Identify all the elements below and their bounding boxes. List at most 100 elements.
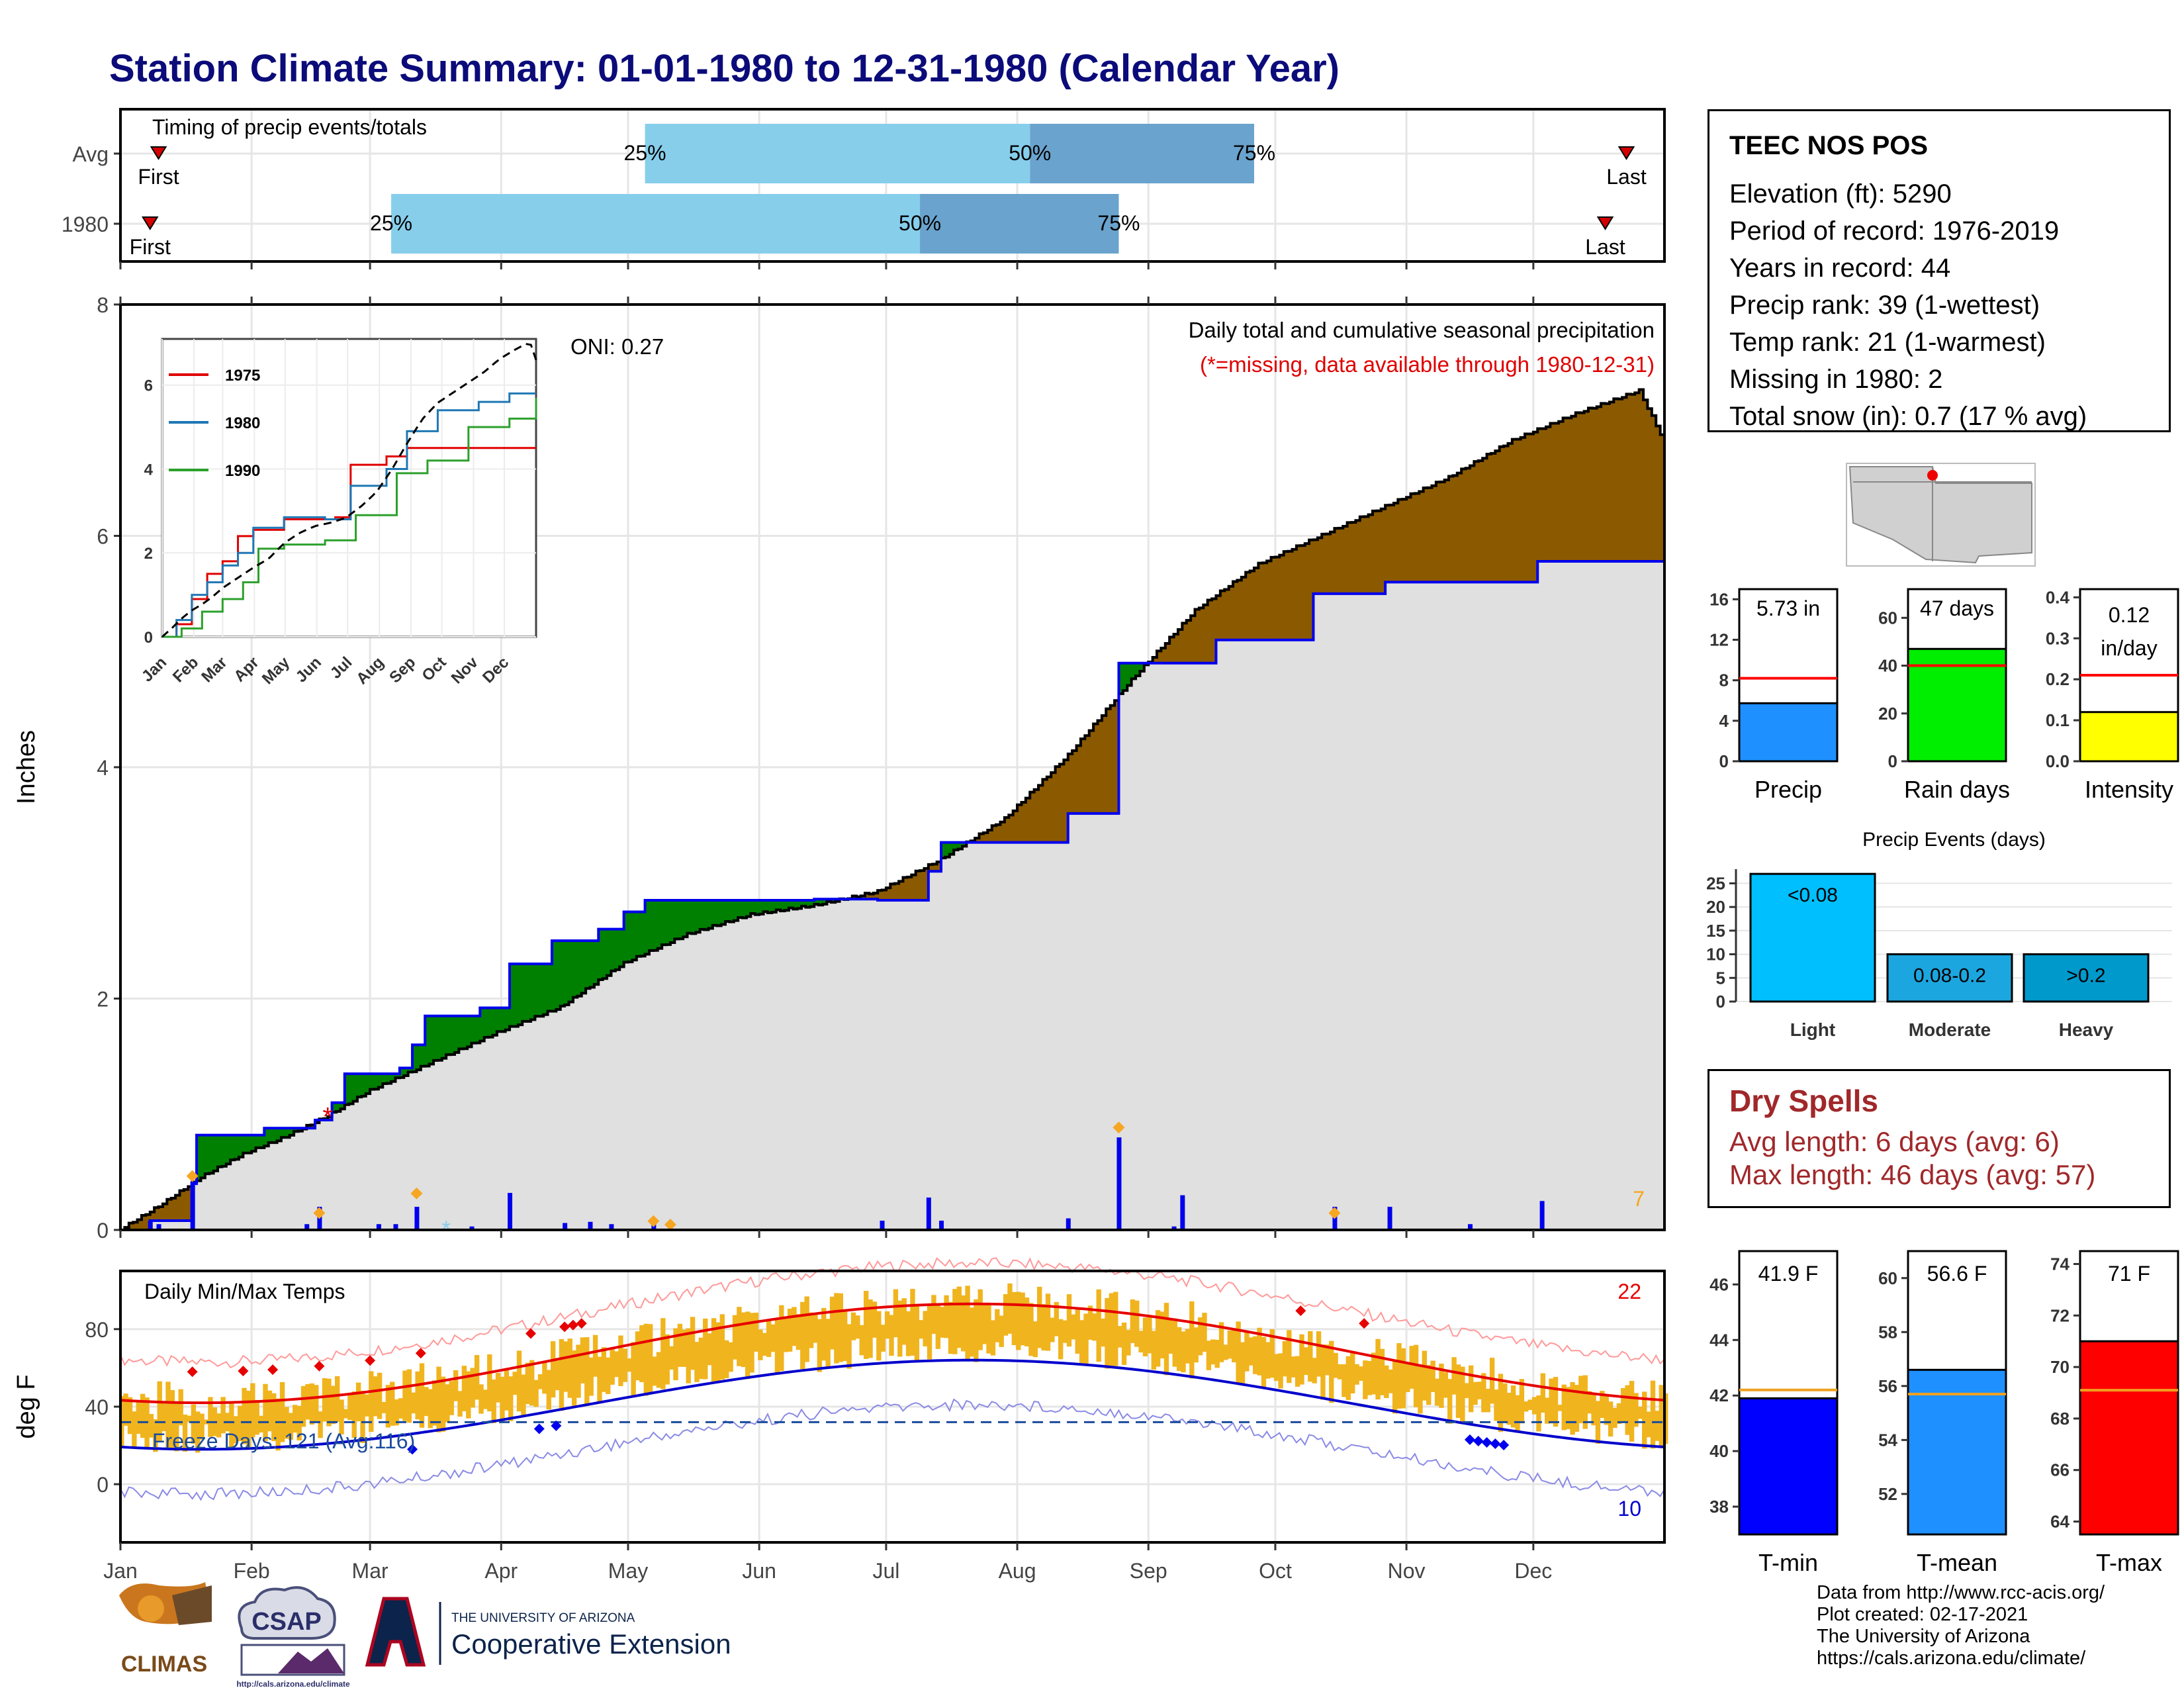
record-high-diamond bbox=[525, 1328, 537, 1339]
climas-logo-sun bbox=[138, 1595, 164, 1622]
daily-temp-bar bbox=[220, 1397, 226, 1434]
daily-temp-bar bbox=[1629, 1381, 1635, 1442]
daily-temp-bar bbox=[369, 1371, 374, 1432]
precip-diff-fill bbox=[607, 929, 612, 976]
daily-temp-bar bbox=[254, 1399, 259, 1435]
last-marker bbox=[1596, 216, 1614, 230]
precip-diff-fill bbox=[315, 1119, 320, 1123]
record-low-diamond bbox=[407, 1444, 418, 1455]
record-low-diamond bbox=[1490, 1438, 1501, 1450]
daily-temp-bar bbox=[732, 1315, 738, 1360]
daily-temp-bar bbox=[1650, 1380, 1656, 1449]
precip-diff-fill bbox=[420, 1045, 426, 1066]
daily-temp-bar bbox=[516, 1350, 522, 1412]
daily-temp-bar bbox=[610, 1349, 615, 1385]
precip-y-tick-label: 2 bbox=[97, 988, 109, 1011]
events-bar-label: 0.08-0.2 bbox=[1913, 965, 1986, 987]
precip-diff-fill bbox=[1630, 394, 1635, 561]
precip-diff-fill bbox=[133, 1222, 138, 1230]
daily-temp-bar bbox=[804, 1296, 809, 1362]
daily-temp-bar bbox=[999, 1315, 1004, 1347]
precip-diff-fill bbox=[294, 1128, 299, 1132]
precip-diff-fill bbox=[1140, 663, 1145, 671]
precip-diff-fill bbox=[365, 1074, 371, 1094]
t-max-y-tick-label: 70 bbox=[2050, 1357, 2070, 1377]
daily-temp-bar bbox=[1130, 1299, 1136, 1343]
daily-temp-bar bbox=[157, 1381, 162, 1442]
daily-temp-bar bbox=[216, 1413, 222, 1438]
precip-diff-fill bbox=[1271, 557, 1276, 640]
daily-temp-bar bbox=[1003, 1294, 1009, 1336]
t-mean-y-tick-label: 54 bbox=[1878, 1430, 1897, 1450]
daily-temp-bar bbox=[1545, 1397, 1550, 1424]
precip-diff-fill bbox=[1660, 434, 1665, 561]
daily-temp-bar bbox=[1612, 1407, 1617, 1429]
month-label: Nov bbox=[1388, 1559, 1426, 1583]
precip-diff-fill bbox=[526, 964, 531, 1021]
precip-diff-fill bbox=[1110, 705, 1115, 814]
daily-temp-bar bbox=[394, 1399, 399, 1426]
precip-diff-fill bbox=[657, 900, 662, 949]
precip-diff-fill bbox=[649, 900, 654, 951]
t-max-y-tick-label: 66 bbox=[2050, 1460, 2070, 1480]
daily-temp-bar bbox=[1498, 1374, 1504, 1432]
timing-p50-label: 50% bbox=[899, 211, 941, 235]
t-max-bar bbox=[2079, 1340, 2179, 1536]
precip-diff-fill bbox=[742, 900, 747, 918]
inset-y-tick-label: 2 bbox=[144, 545, 153, 563]
precip-diff-fill bbox=[268, 1128, 273, 1143]
daily-temp-bar bbox=[542, 1362, 547, 1394]
daily-temp-bar bbox=[1121, 1322, 1127, 1365]
precip-diff-fill bbox=[1385, 505, 1390, 583]
climas-logo-text: CLIMAS bbox=[121, 1652, 207, 1677]
precip-diff-fill bbox=[1136, 663, 1141, 676]
precip-diff-fill bbox=[1038, 785, 1044, 843]
intensity-y-tick-label: 0.0 bbox=[2046, 751, 2070, 771]
daily-temp-bar bbox=[1342, 1364, 1347, 1397]
daily-temp-bar bbox=[855, 1315, 860, 1339]
temps-y-tick-label: 80 bbox=[85, 1318, 109, 1342]
precip-diff-fill bbox=[797, 900, 802, 909]
t-min-y-tick-label: 42 bbox=[1709, 1385, 1729, 1405]
precip-diff-fill bbox=[962, 842, 967, 847]
precip-diff-fill bbox=[518, 964, 523, 1025]
precip-diff-fill bbox=[569, 941, 574, 1002]
precip-diff-fill bbox=[949, 842, 954, 855]
daily-temp-bar bbox=[850, 1312, 856, 1340]
station-info-box: TEEC NOS POS Elevation (ft): 5290 Period… bbox=[1707, 109, 2171, 432]
precip-diff-fill bbox=[1253, 567, 1259, 640]
daily-temp-bar bbox=[1621, 1387, 1626, 1422]
precip-diff-fill bbox=[1419, 491, 1424, 583]
precip-diff-fill bbox=[1262, 563, 1267, 640]
precip-diff-fill bbox=[1490, 453, 1496, 583]
daily-temp-bar bbox=[978, 1289, 983, 1350]
precip-diff-fill bbox=[772, 900, 777, 913]
precip-y-axis-label: Inches bbox=[13, 730, 40, 804]
daily-temp-bar bbox=[1591, 1393, 1596, 1426]
daily-precip-bar bbox=[588, 1221, 593, 1230]
precip-diff-fill bbox=[784, 900, 790, 911]
daily-temp-bar bbox=[1405, 1362, 1410, 1392]
daily-temp-bar bbox=[813, 1314, 818, 1343]
daily-precip-bar bbox=[376, 1224, 381, 1230]
station-period: Period of record: 1976-2019 bbox=[1729, 216, 2060, 246]
temps-chart-title: Daily Min/Max Temps bbox=[144, 1280, 345, 1303]
events-y-tick-label: 25 bbox=[1706, 873, 1725, 893]
daily-temp-bar bbox=[373, 1376, 378, 1417]
precip-diff-fill bbox=[556, 941, 561, 1010]
precip-diff-fill bbox=[1296, 545, 1301, 640]
precip-diff-fill bbox=[805, 900, 811, 908]
daily-temps-chart: 0 40 80 deg F Daily Min/Max Temps Freeze Days… bbox=[13, 1257, 1668, 1544]
events-category-label: Heavy bbox=[2059, 1019, 2114, 1040]
precip-diff-fill bbox=[218, 1135, 223, 1167]
record-high-diamond bbox=[576, 1318, 587, 1329]
daily-temp-bar bbox=[703, 1318, 708, 1380]
daily-temp-bar bbox=[512, 1372, 518, 1395]
month-label: Oct bbox=[1259, 1559, 1292, 1583]
daily-temp-bar bbox=[711, 1318, 717, 1382]
dry-spells-max: Max length: 46 days (avg: 57) bbox=[1729, 1159, 2096, 1190]
precip-diff-fill bbox=[1635, 393, 1640, 561]
daily-temp-bar bbox=[588, 1357, 594, 1396]
daily-temp-bar bbox=[1295, 1356, 1300, 1387]
month-label: Dec bbox=[1514, 1559, 1552, 1583]
